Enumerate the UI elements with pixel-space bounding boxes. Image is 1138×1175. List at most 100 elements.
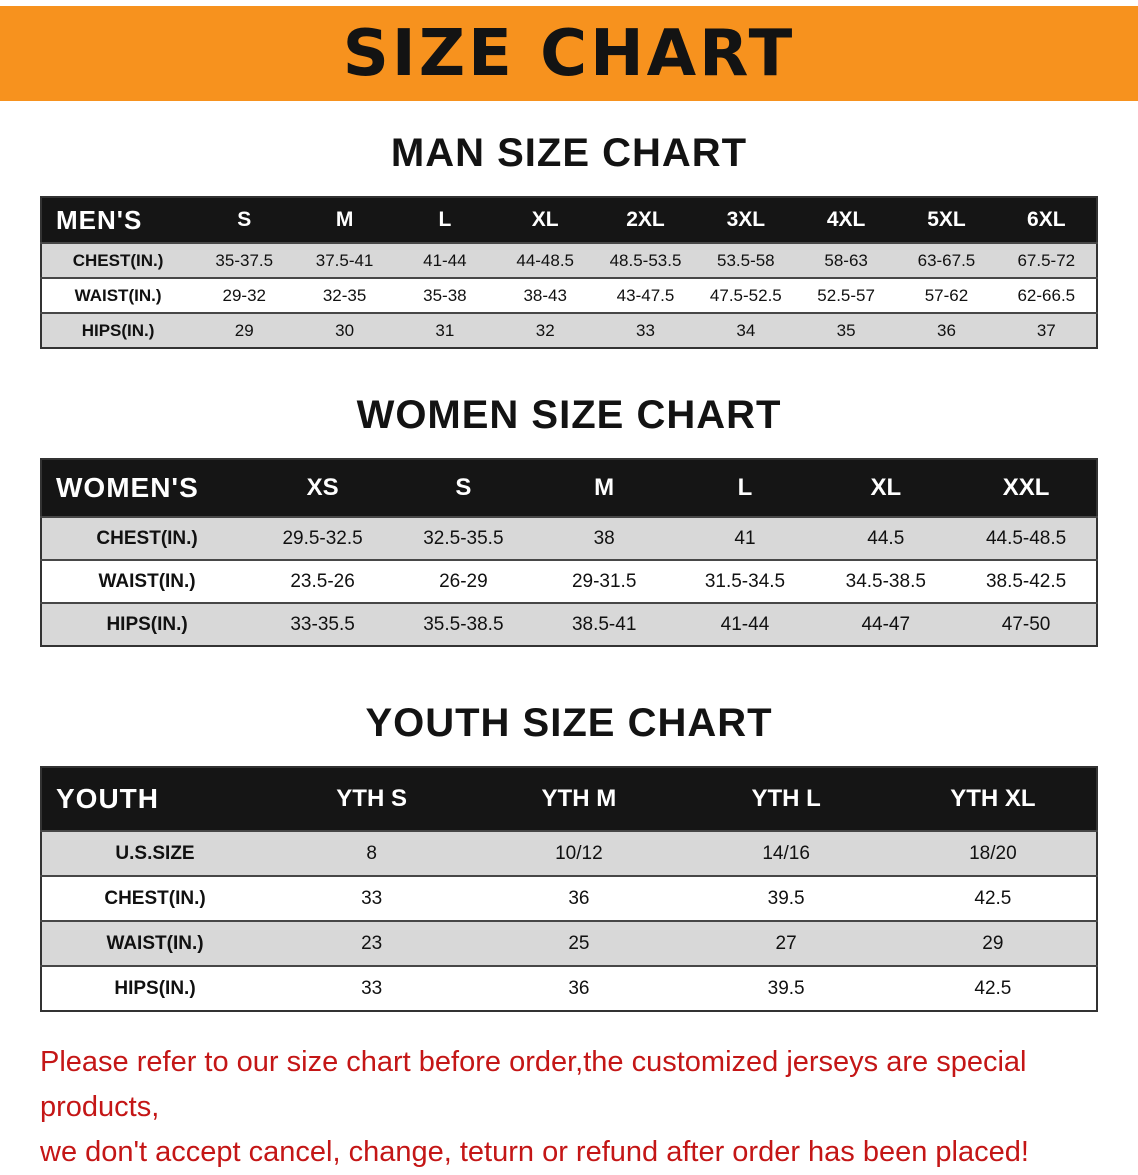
size-value-cell: 43-47.5 — [616, 285, 675, 305]
column-header: M — [594, 474, 615, 501]
table-title: YOUTH — [56, 783, 159, 814]
size-value-cell: 35 — [836, 320, 856, 340]
size-value-cell: 44.5 — [867, 527, 905, 549]
column-header: 3XL — [726, 208, 766, 231]
column-header: L — [737, 474, 753, 501]
table-header-row: MEN'S S M L XL 2XL 3XL 4XL 5XL 6XL — [41, 197, 1097, 243]
size-value-cell: 37 — [1036, 320, 1056, 340]
size-value-cell: 33 — [636, 320, 655, 340]
size-value-cell: 32 — [535, 320, 555, 340]
size-value-cell: 36 — [568, 887, 590, 909]
row-label: HIPS(IN.) — [114, 977, 196, 999]
column-header: YTH L — [751, 785, 821, 812]
size-value-cell: 62-66.5 — [1017, 285, 1076, 305]
size-value-cell: 48.5-53.5 — [609, 250, 682, 270]
size-value-cell: 38-43 — [523, 285, 567, 305]
women-section-heading: WOMEN SIZE CHART — [356, 393, 782, 437]
row-label: WAIST(IN.) — [74, 285, 162, 305]
column-header: 2XL — [626, 208, 665, 231]
size-value-cell: 41 — [734, 527, 756, 549]
youth-section-heading: YOUTH SIZE CHART — [365, 701, 773, 745]
table-row: WAIST(IN.) 23.5-26 26-29 29-31.5 31.5-34.5 34… — [41, 560, 1097, 603]
size-value-cell: 38 — [593, 527, 615, 549]
footer-note: Please refer to our size chart before or… — [40, 1040, 1098, 1175]
column-header: 4XL — [826, 208, 866, 231]
size-value-cell: 63-67.5 — [917, 250, 976, 270]
size-value-cell: 35-38 — [423, 285, 467, 305]
size-value-cell: 31 — [435, 320, 455, 340]
column-header: XXL — [1002, 474, 1050, 501]
women-size-table-wrap: WOMEN'S XS S M L XL XXL CHEST(IN.) 29.5-32.5 32.5… — [40, 458, 1098, 647]
size-value-cell: 33 — [361, 977, 383, 999]
size-value-cell: 41-44 — [720, 613, 770, 635]
size-value-cell: 39.5 — [767, 887, 805, 909]
size-value-cell: 32.5-35.5 — [423, 527, 504, 549]
size-value-cell: 39.5 — [767, 977, 805, 999]
size-value-cell: 35-37.5 — [215, 250, 274, 270]
size-value-cell: 36 — [568, 977, 590, 999]
row-label: CHEST(IN.) — [72, 250, 164, 270]
table-row: WAIST(IN.) 23 25 27 29 — [41, 921, 1097, 966]
size-value-cell: 29 — [982, 932, 1004, 954]
size-value-cell: 32-35 — [322, 285, 367, 305]
column-header: XL — [531, 208, 559, 231]
column-header: XL — [870, 474, 902, 501]
table-title: WOMEN'S — [56, 472, 199, 503]
row-label: HIPS(IN.) — [106, 613, 188, 635]
column-header: 5XL — [927, 208, 966, 231]
footer-note-line2: we don't accept cancel, change, teturn o… — [40, 1135, 1029, 1168]
youth-size-table: YOUTH YTH S YTH M YTH L YTH XL U.S.SIZE 8 10/12… — [40, 766, 1098, 1012]
size-value-cell: 10/12 — [555, 842, 603, 864]
size-value-cell: 25 — [568, 932, 590, 954]
size-chart-page: SIZE CHART MAN SIZE CHART MEN'S S M L XL 2XL 3… — [0, 6, 1138, 1175]
table-row: U.S.SIZE 8 10/12 14/16 18/20 — [41, 831, 1097, 876]
footer-note-line1: Please refer to our size chart before or… — [40, 1046, 1027, 1123]
table-row: CHEST(IN.) 29.5-32.5 32.5-35.5 38 41 44.5 44.5… — [41, 517, 1097, 560]
size-value-cell: 29.5-32.5 — [282, 527, 363, 549]
table-header-row: YOUTH YTH S YTH M YTH L YTH XL — [41, 767, 1097, 831]
size-value-cell: 14/16 — [762, 842, 810, 864]
size-value-cell: 27 — [775, 932, 797, 954]
size-value-cell: 34 — [736, 320, 756, 340]
row-label: WAIST(IN.) — [98, 570, 196, 592]
row-label: WAIST(IN.) — [106, 932, 204, 954]
row-label: HIPS(IN.) — [81, 320, 155, 340]
women-section: WOMEN SIZE CHART WOMEN'S XS S M L XL XXL CHEST(… — [0, 393, 1138, 647]
size-value-cell: 33-35.5 — [290, 613, 355, 635]
size-value-cell: 38.5-41 — [571, 613, 637, 635]
table-row: WAIST(IN.) 29-32 32-35 35-38 38-43 43-47.5 47.… — [41, 278, 1097, 313]
table-row: CHEST(IN.) 33 36 39.5 42.5 — [41, 876, 1097, 921]
column-header: S — [237, 208, 252, 231]
size-value-cell: 58-63 — [824, 250, 868, 270]
column-header: YTH M — [541, 785, 617, 812]
table-row: CHEST(IN.) 35-37.5 37.5-41 41-44 44-48.5 48.5… — [41, 243, 1097, 278]
size-value-cell: 35.5-38.5 — [423, 613, 504, 635]
size-value-cell: 41-44 — [423, 250, 467, 270]
size-value-cell: 42.5 — [974, 887, 1012, 909]
size-value-cell: 47-50 — [1001, 613, 1051, 635]
size-value-cell: 44-48.5 — [516, 250, 575, 270]
table-header-row: WOMEN'S XS S M L XL XXL — [41, 459, 1097, 517]
size-value-cell: 29-32 — [222, 285, 266, 305]
size-value-cell: 53.5-58 — [716, 250, 775, 270]
table-row: HIPS(IN.) 33-35.5 35.5-38.5 38.5-41 41-44 44-… — [41, 603, 1097, 646]
size-value-cell: 23 — [361, 932, 383, 954]
youth-size-table-wrap: YOUTH YTH S YTH M YTH L YTH XL U.S.SIZE 8 10/12… — [40, 766, 1098, 1012]
men-section-heading: MAN SIZE CHART — [390, 131, 748, 175]
row-label: CHEST(IN.) — [96, 527, 198, 549]
column-header: YTH S — [336, 785, 407, 812]
size-value-cell: 44-47 — [861, 613, 911, 635]
column-header: L — [438, 208, 452, 231]
size-value-cell: 18/20 — [969, 842, 1017, 864]
women-size-table: WOMEN'S XS S M L XL XXL CHEST(IN.) 29.5-32.5 32.5… — [40, 458, 1098, 647]
size-value-cell: 33 — [361, 887, 383, 909]
column-header: XS — [306, 474, 339, 501]
size-value-cell: 44.5-48.5 — [985, 527, 1067, 549]
size-value-cell: 42.5 — [974, 977, 1012, 999]
column-header: M — [335, 208, 354, 231]
size-value-cell: 38.5-42.5 — [985, 570, 1067, 592]
men-size-table: MEN'S S M L XL 2XL 3XL 4XL 5XL 6XL CHEST(IN.) 35-37… — [40, 196, 1098, 349]
men-size-table-wrap: MEN'S S M L XL 2XL 3XL 4XL 5XL 6XL CHEST(IN.) 35-37… — [40, 196, 1098, 349]
banner: SIZE CHART — [0, 6, 1138, 101]
youth-section: YOUTH SIZE CHART YOUTH YTH S YTH M YTH L YTH… — [0, 701, 1138, 1012]
